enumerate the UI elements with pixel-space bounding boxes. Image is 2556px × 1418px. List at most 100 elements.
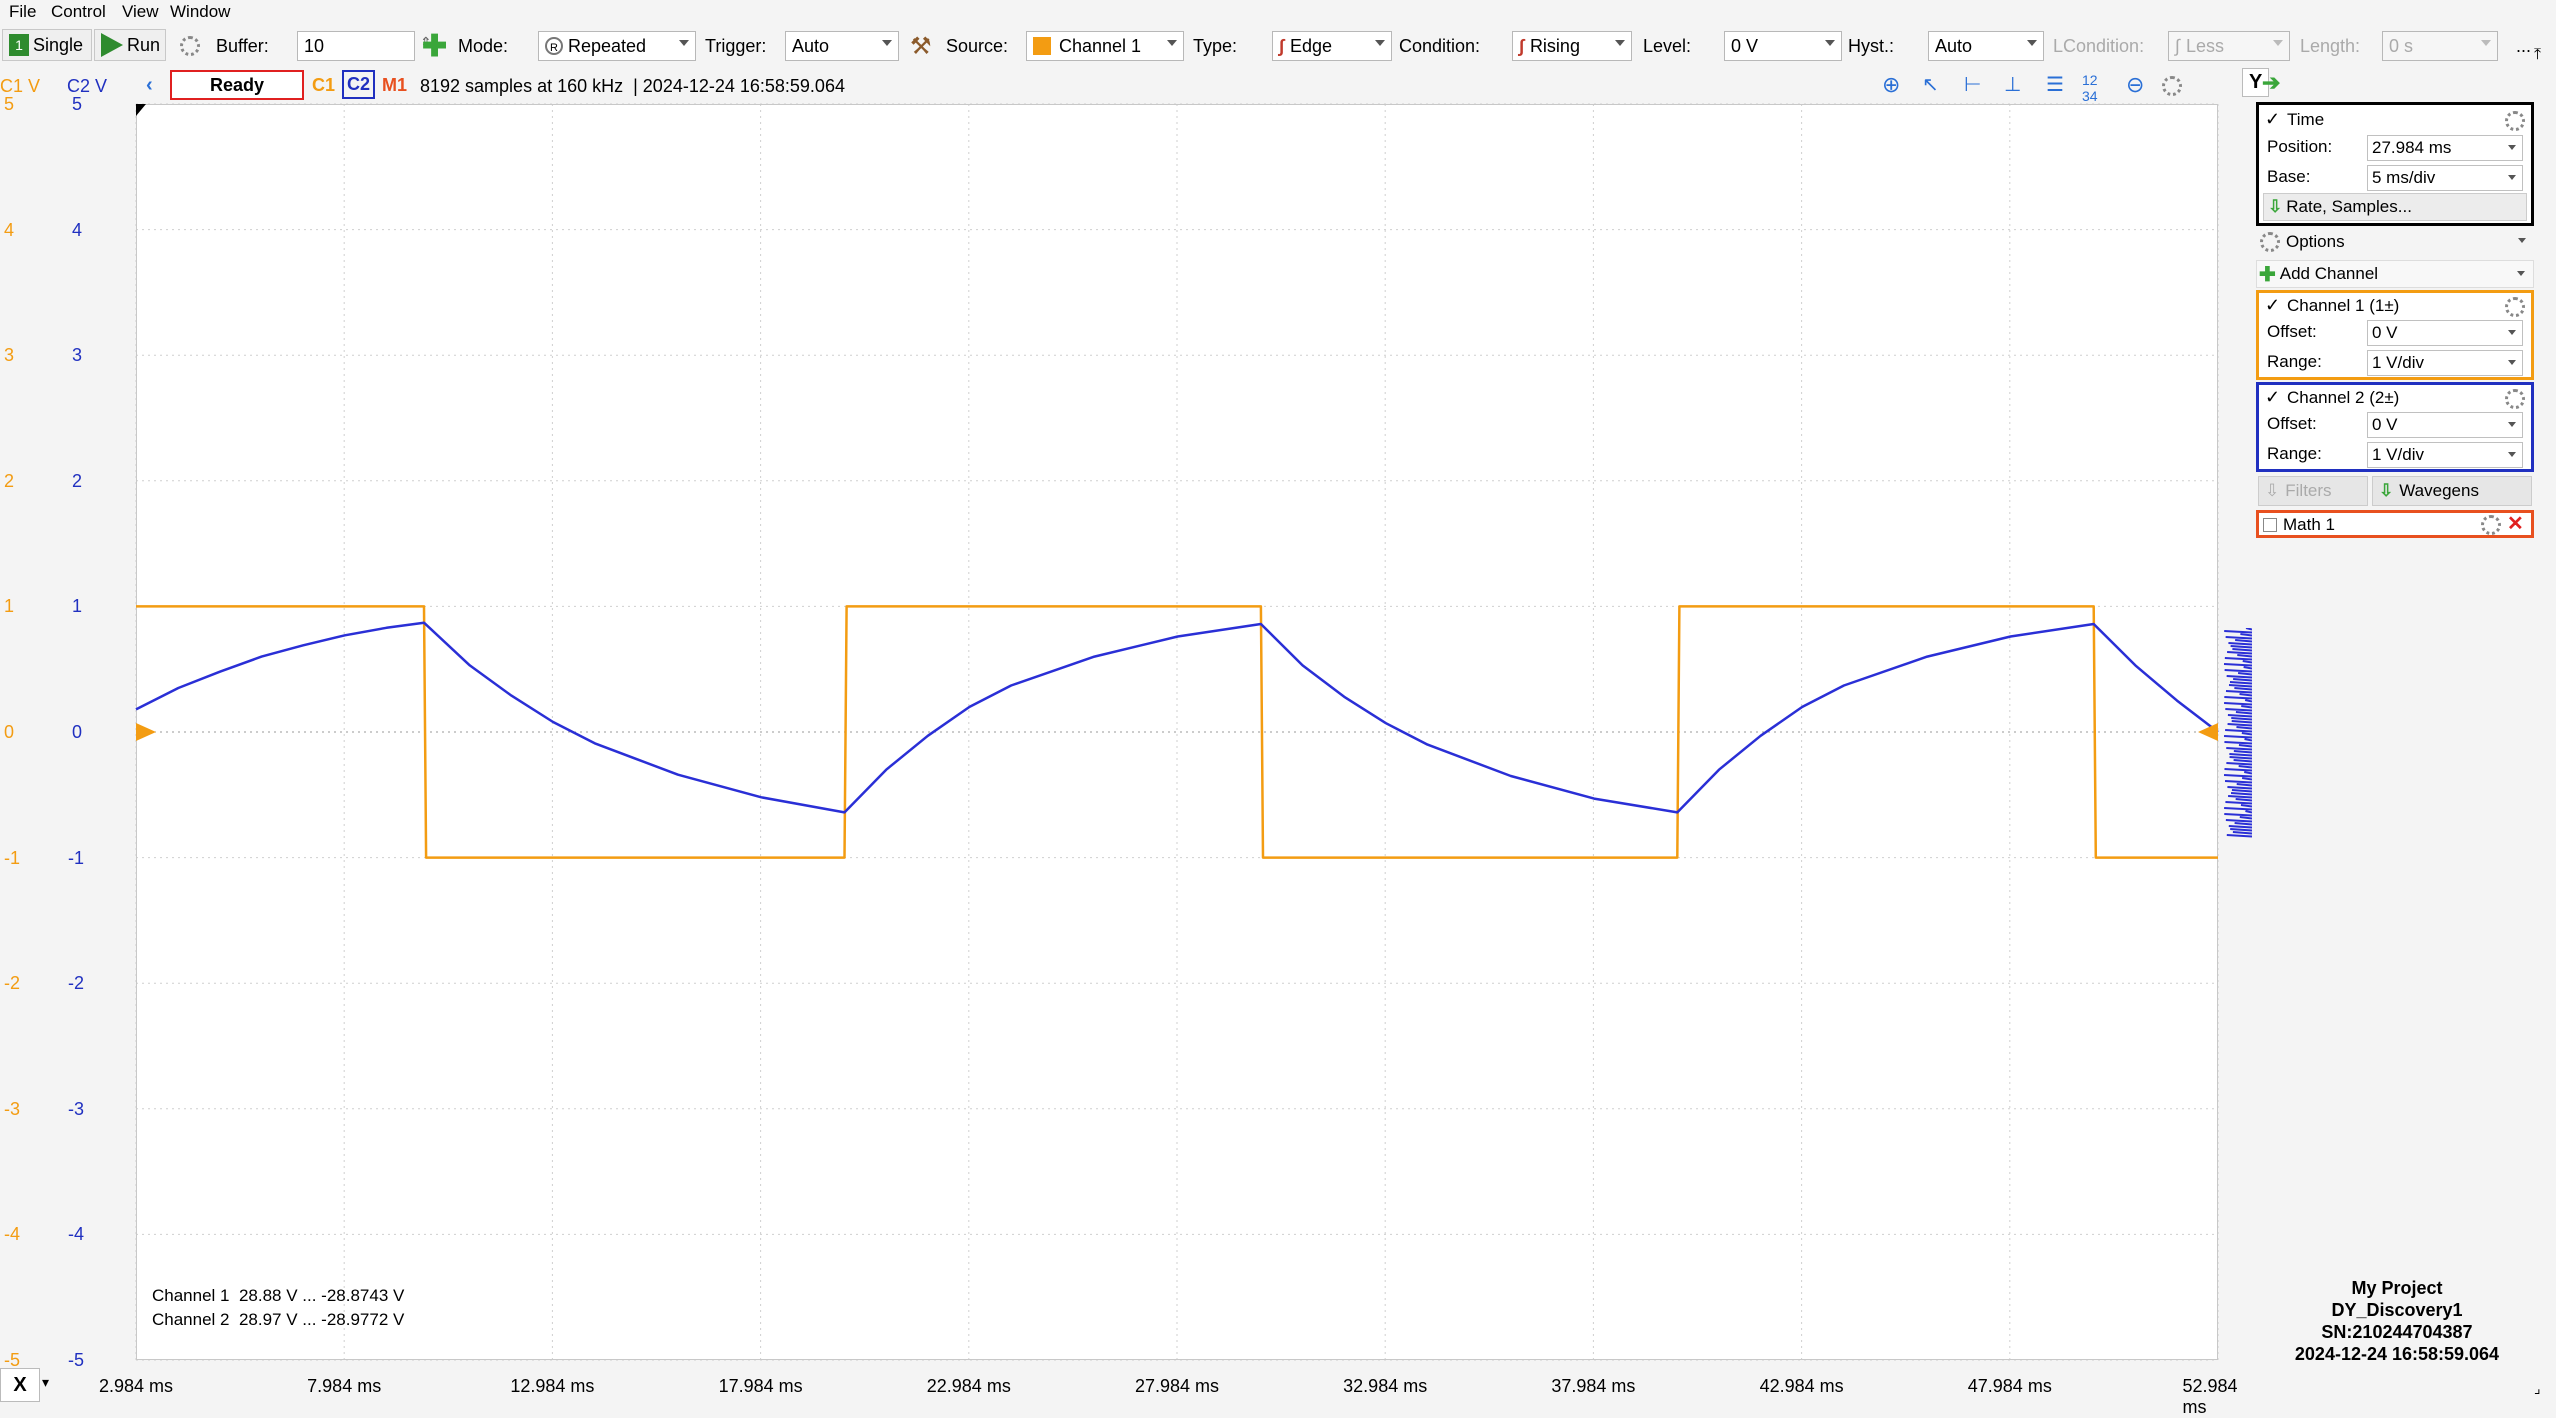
resize-grip-icon[interactable]: ⌟ bbox=[2534, 1380, 2541, 1396]
type-select[interactable]: ∫ Edge bbox=[1272, 31, 1392, 61]
math1-gear-icon[interactable] bbox=[2481, 515, 2501, 535]
rate-samples-button[interactable]: ⇩ Rate, Samples... bbox=[2263, 193, 2527, 221]
play-icon bbox=[101, 33, 123, 57]
base-select[interactable]: 5 ms/div bbox=[2367, 165, 2523, 191]
c2-y-tick: 3 bbox=[72, 345, 83, 366]
channel1-range-label: Range: bbox=[2267, 352, 2322, 371]
device-serial: SN:210244704387 bbox=[2321, 1322, 2473, 1342]
level-select[interactable]: 0 V bbox=[1724, 31, 1842, 61]
panel-scroll-top-icon[interactable]: ⤒ bbox=[2534, 46, 2542, 63]
c1-y-tick: 2 bbox=[4, 470, 15, 491]
vertical-fit-icon[interactable]: ⊥ bbox=[2004, 74, 2022, 96]
y-axis-button[interactable]: Y bbox=[2242, 68, 2270, 97]
add-channel-button[interactable]: ✚ Add Channel bbox=[2256, 260, 2534, 288]
collapse-left-icon[interactable]: ‹ bbox=[146, 74, 153, 96]
time-checkbox[interactable]: ✓ bbox=[2265, 109, 2281, 129]
level-label: Level: bbox=[1643, 36, 1692, 56]
buffer-gear-icon[interactable] bbox=[180, 36, 200, 56]
x-axis-dropdown-icon[interactable]: ▾ bbox=[42, 1374, 50, 1390]
c2-y-tick: -1 bbox=[68, 847, 85, 868]
y-axis-ticks: 5 5 4 4 3 3 2 2 1 1 0 0 -1 -1 -2 -2 -3 -3 -4 -4 -5 -5 bbox=[0, 0, 130, 1403]
right-trigger-marker[interactable] bbox=[2198, 723, 2218, 741]
channel2-group: ✓ Channel 2 (2±) Offset: 0 V Range: 1 V/… bbox=[2256, 382, 2534, 472]
trigger-select[interactable]: Auto bbox=[785, 31, 899, 61]
hyst-select[interactable]: Auto bbox=[1928, 31, 2044, 61]
lcondition-select[interactable]: ∫ Less bbox=[2168, 31, 2290, 61]
channel1-gear-icon[interactable] bbox=[2505, 297, 2525, 317]
menu-bar: File Control View Window bbox=[0, 0, 2556, 22]
c2-y-tick: 2 bbox=[72, 470, 83, 491]
c2-y-tick: 4 bbox=[72, 219, 83, 240]
buffer-input[interactable]: 10 bbox=[297, 31, 415, 61]
filters-arrow-icon: ⇩ bbox=[2265, 481, 2280, 500]
time-gear-icon[interactable] bbox=[2505, 111, 2525, 131]
c2-y-tick: -2 bbox=[68, 973, 85, 994]
x-tick: 22.984 ms bbox=[926, 1376, 1011, 1396]
channel2-range-select[interactable]: 1 V/div bbox=[2367, 442, 2523, 468]
type-label: Type: bbox=[1193, 36, 1238, 56]
channel1-group: ✓ Channel 1 (1±) Offset: 0 V Range: 1 V/… bbox=[2256, 290, 2534, 380]
zoom-out-icon[interactable]: ⊖ bbox=[2126, 72, 2145, 97]
expand-right-icon[interactable]: ➔ bbox=[2262, 70, 2281, 95]
channel2-checkbox[interactable]: ✓ bbox=[2265, 387, 2281, 407]
c2-y-tick: -3 bbox=[68, 1098, 85, 1119]
trace-channel-2 bbox=[135, 621, 2219, 814]
x-tick: 7.984 ms bbox=[307, 1376, 382, 1396]
menu-view[interactable]: View bbox=[122, 2, 159, 21]
numbered-icon[interactable]: 12 34 bbox=[2082, 72, 2098, 104]
more-button[interactable]: ... bbox=[2516, 36, 2532, 56]
zoom-in-icon[interactable]: ⊕ bbox=[1882, 72, 1901, 97]
source-label: Source: bbox=[946, 36, 1009, 56]
channel1-offset-select[interactable]: 0 V bbox=[2367, 320, 2523, 346]
edge-icon: ∫ bbox=[1279, 35, 1284, 56]
buffer-spin-icon[interactable]: ⇕ bbox=[420, 34, 432, 50]
source-select[interactable]: Channel 1 bbox=[1026, 31, 1184, 61]
options-button[interactable]: Options bbox=[2256, 228, 2534, 256]
channel2-gear-icon[interactable] bbox=[2505, 389, 2525, 409]
lcondition-edge-icon: ∫ bbox=[2175, 35, 2180, 56]
left-zero-marker[interactable] bbox=[136, 723, 156, 741]
wavegens-button[interactable]: ⇩ Wavegens bbox=[2372, 476, 2532, 506]
horizontal-fit-icon[interactable]: ⊢ bbox=[1964, 74, 1982, 96]
channel2-offset-select[interactable]: 0 V bbox=[2367, 412, 2523, 438]
readout-channel2: Channel 2 28.97 V ... -28.9772 V bbox=[152, 1310, 405, 1329]
channel2-range-label: Range: bbox=[2267, 444, 2322, 463]
channel1-range-select[interactable]: 1 V/div bbox=[2367, 350, 2523, 376]
length-select[interactable]: 0 s bbox=[2382, 31, 2498, 61]
menu-file[interactable]: File bbox=[9, 2, 37, 21]
add-channel-dropdown-icon bbox=[2517, 271, 2525, 276]
math1-checkbox[interactable] bbox=[2263, 518, 2277, 532]
run-button[interactable]: Run bbox=[94, 29, 166, 61]
zoom-cursor-icon[interactable]: ↖ bbox=[1922, 74, 1939, 96]
rising-edge-icon: ∫ bbox=[1519, 35, 1524, 56]
channel2-offset-label: Offset: bbox=[2267, 414, 2317, 433]
x-axis-button[interactable]: X bbox=[0, 1368, 40, 1402]
single-button[interactable]: 1 Single bbox=[2, 29, 92, 61]
options-dropdown-icon bbox=[2518, 238, 2526, 243]
plot-traces bbox=[135, 605, 2219, 859]
menu-control[interactable]: Control bbox=[51, 2, 106, 21]
add-icon[interactable]: ✚ bbox=[422, 30, 448, 63]
c2-y-tick: -5 bbox=[68, 1350, 85, 1370]
stack-icon[interactable]: ☰ bbox=[2046, 74, 2064, 96]
mode-select[interactable]: R Repeated bbox=[538, 31, 696, 61]
plot-gear-icon[interactable] bbox=[2162, 76, 2182, 96]
right-panel: ✓ Time Position: 27.984 ms Base: 5 ms/di… bbox=[2256, 100, 2538, 1400]
device-name: DY_Discovery1 bbox=[2331, 1300, 2463, 1320]
filters-button[interactable]: ⇩ Filters bbox=[2258, 476, 2368, 506]
acquisition-info: 8192 samples at 160 kHz | 2024-12-24 16:… bbox=[420, 76, 845, 96]
condition-label: Condition: bbox=[1399, 36, 1481, 56]
c1-axis-label: C1 V bbox=[0, 76, 41, 96]
options-gear-icon bbox=[2260, 232, 2280, 252]
position-select[interactable]: 27.984 ms bbox=[2367, 135, 2523, 161]
channel1-checkbox[interactable]: ✓ bbox=[2265, 295, 2281, 315]
oscilloscope-plot[interactable] bbox=[135, 103, 2219, 1361]
menu-window[interactable]: Window bbox=[170, 2, 231, 21]
c2-tag[interactable]: C2 bbox=[342, 70, 376, 99]
condition-select[interactable]: ∫ Rising bbox=[1512, 31, 1632, 61]
c1-tag[interactable]: C1 bbox=[312, 75, 336, 95]
c1-y-tick: -3 bbox=[4, 1098, 21, 1119]
m1-tag[interactable]: M1 bbox=[382, 75, 408, 95]
hammer-icon[interactable]: ⚒ bbox=[910, 33, 932, 60]
math1-close-icon[interactable]: ✕ bbox=[2507, 513, 2524, 535]
